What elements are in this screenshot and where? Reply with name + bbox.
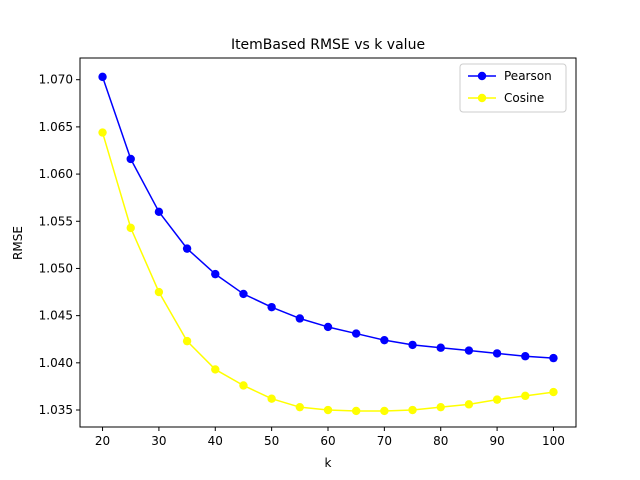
chart-title: ItemBased RMSE vs k value (231, 37, 425, 53)
data-point-cosine (380, 406, 389, 416)
data-point-cosine (154, 287, 164, 297)
data-point-pearson (323, 322, 333, 332)
series-line-cosine (101, 132, 554, 412)
data-point-pearson (464, 346, 474, 355)
x-tick-label: 40 (208, 434, 223, 448)
data-point-pearson (182, 244, 192, 253)
data-point-cosine (98, 128, 107, 137)
x-tick-label: 60 (320, 434, 335, 448)
axes-frame (79, 57, 577, 428)
data-point-pearson (211, 269, 220, 279)
data-point-cosine (436, 402, 445, 412)
legend-label-pearson: Pearson (504, 69, 552, 83)
data-point-cosine (295, 402, 305, 412)
data-point-cosine (521, 391, 530, 401)
data-point-cosine (323, 405, 333, 415)
data-point-pearson (267, 302, 276, 312)
legend-swatch-marker-pearson (477, 71, 487, 81)
y-axis-ticks: 1.035 1.040 1.045 1.050 1.055 1.060 1.065 1.070 (39, 73, 80, 417)
y-tick-label: 1.050 (39, 261, 73, 275)
x-tick-label: 80 (433, 434, 448, 448)
x-tick-label: 70 (377, 434, 392, 448)
legend-label-cosine: Cosine (504, 91, 544, 105)
y-tick-label: 1.045 (39, 309, 73, 323)
data-point-cosine (126, 223, 135, 233)
y-tick-label: 1.035 (39, 403, 73, 417)
x-tick-label: 20 (95, 434, 110, 448)
x-tick-label: 100 (542, 434, 565, 448)
data-point-cosine (182, 336, 192, 346)
data-point-pearson (492, 349, 502, 358)
data-point-cosine (239, 381, 248, 390)
y-tick-label: 1.055 (39, 214, 73, 228)
plot-area (98, 72, 558, 416)
legend-swatch-marker-cosine (477, 93, 487, 103)
y-tick-label: 1.070 (39, 73, 73, 87)
y-tick-label: 1.060 (39, 167, 73, 181)
x-tick-label: 50 (264, 434, 279, 448)
x-tick-label: 90 (489, 434, 504, 448)
data-point-pearson (549, 353, 558, 363)
data-point-cosine (549, 387, 558, 397)
y-tick-label: 1.040 (39, 356, 73, 370)
data-point-cosine (267, 394, 276, 403)
data-point-pearson (436, 343, 445, 352)
series-line-pearson (101, 76, 554, 359)
data-point-cosine (492, 395, 502, 404)
data-point-cosine (408, 405, 417, 415)
y-tick-label: 1.065 (39, 120, 73, 134)
data-point-cosine (211, 365, 220, 374)
x-tick-label: 30 (151, 434, 166, 448)
data-point-pearson (239, 289, 248, 299)
legend: Pearson Cosine (459, 63, 567, 113)
y-axis-label: RMSE (11, 226, 25, 260)
data-point-cosine (351, 406, 361, 416)
data-point-pearson (126, 154, 135, 164)
x-axis-ticks: 20 30 40 50 60 70 80 90 100 (95, 427, 565, 448)
data-point-pearson (154, 207, 164, 217)
data-point-pearson (98, 72, 107, 82)
data-point-cosine (464, 400, 474, 409)
data-point-pearson (380, 335, 389, 345)
data-point-pearson (351, 329, 361, 338)
data-point-pearson (295, 314, 305, 323)
data-point-pearson (408, 340, 417, 350)
x-axis-label: k (325, 456, 332, 470)
data-point-pearson (521, 352, 530, 361)
